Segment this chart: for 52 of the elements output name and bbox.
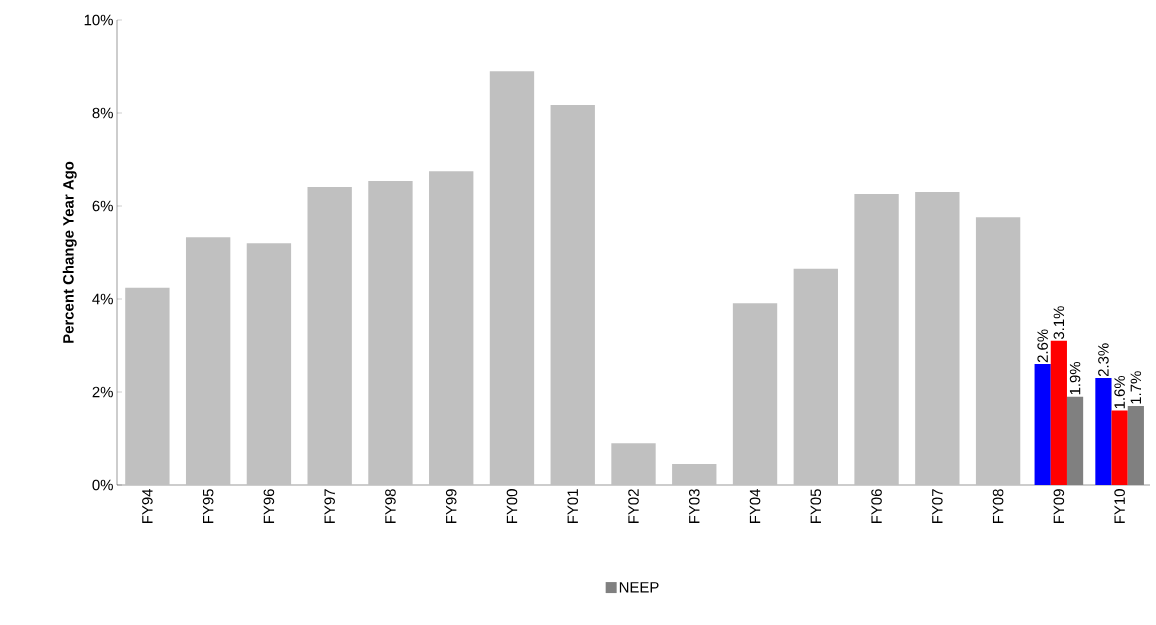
x-tick-label: FY02	[628, 489, 639, 524]
bar	[307, 186, 352, 485]
data-label: 1.9%	[1069, 361, 1081, 395]
x-tick-label: FY94	[142, 488, 153, 524]
bar	[1050, 340, 1067, 485]
x-tick-label: FY98	[385, 489, 396, 524]
data-label: 1.6%	[1114, 375, 1125, 409]
x-tick-label: FY06	[871, 489, 882, 524]
x-tick-label: FY99	[445, 489, 457, 524]
x-tick-label: FY08	[992, 489, 1004, 524]
bar	[368, 180, 413, 485]
bar	[185, 237, 231, 485]
x-tick-label: FY04	[749, 488, 761, 524]
x-tick-label: FY01	[567, 489, 579, 524]
bar	[550, 105, 595, 485]
x-tick-label: FY05	[810, 489, 822, 524]
bar	[1095, 378, 1112, 485]
bar	[672, 464, 717, 485]
y-tick-label: 6%	[92, 200, 113, 212]
y-tick-label: 10%	[84, 14, 113, 26]
bar	[125, 287, 170, 485]
bar	[1127, 405, 1144, 485]
y-tick-label: 4%	[92, 293, 113, 305]
legend-label: NEEP	[619, 582, 659, 593]
x-tick-label: FY00	[506, 489, 518, 524]
bar	[732, 303, 778, 485]
bar	[854, 193, 899, 485]
x-tick-label: FY10	[1114, 489, 1125, 524]
y-tick-label: 0%	[92, 479, 113, 491]
bar	[1111, 410, 1128, 485]
x-tick-label: FY97	[324, 489, 335, 524]
y-tick-label: 2%	[92, 386, 113, 398]
bar	[611, 443, 656, 485]
data-label: 1.7%	[1130, 371, 1142, 404]
bar	[429, 171, 474, 485]
y-tick-label: 8%	[92, 107, 113, 119]
data-label: 3.1%	[1053, 306, 1065, 340]
bar	[975, 217, 1021, 485]
bar	[1034, 364, 1051, 485]
bar	[246, 243, 292, 485]
data-label: 2.3%	[1098, 343, 1109, 377]
data-label: 2.6%	[1037, 329, 1048, 363]
x-tick-label: FY95	[202, 489, 214, 524]
x-tick-label: FY03	[688, 489, 700, 524]
y-axis-title: Percent Change Year Ago	[62, 161, 77, 343]
x-tick-label: FY96	[263, 489, 275, 524]
bar	[915, 192, 960, 485]
x-tick-label: FY09	[1053, 489, 1065, 524]
bar	[793, 268, 838, 485]
bar	[1066, 396, 1084, 485]
x-tick-label: FY07	[932, 489, 943, 524]
bar	[489, 71, 535, 485]
